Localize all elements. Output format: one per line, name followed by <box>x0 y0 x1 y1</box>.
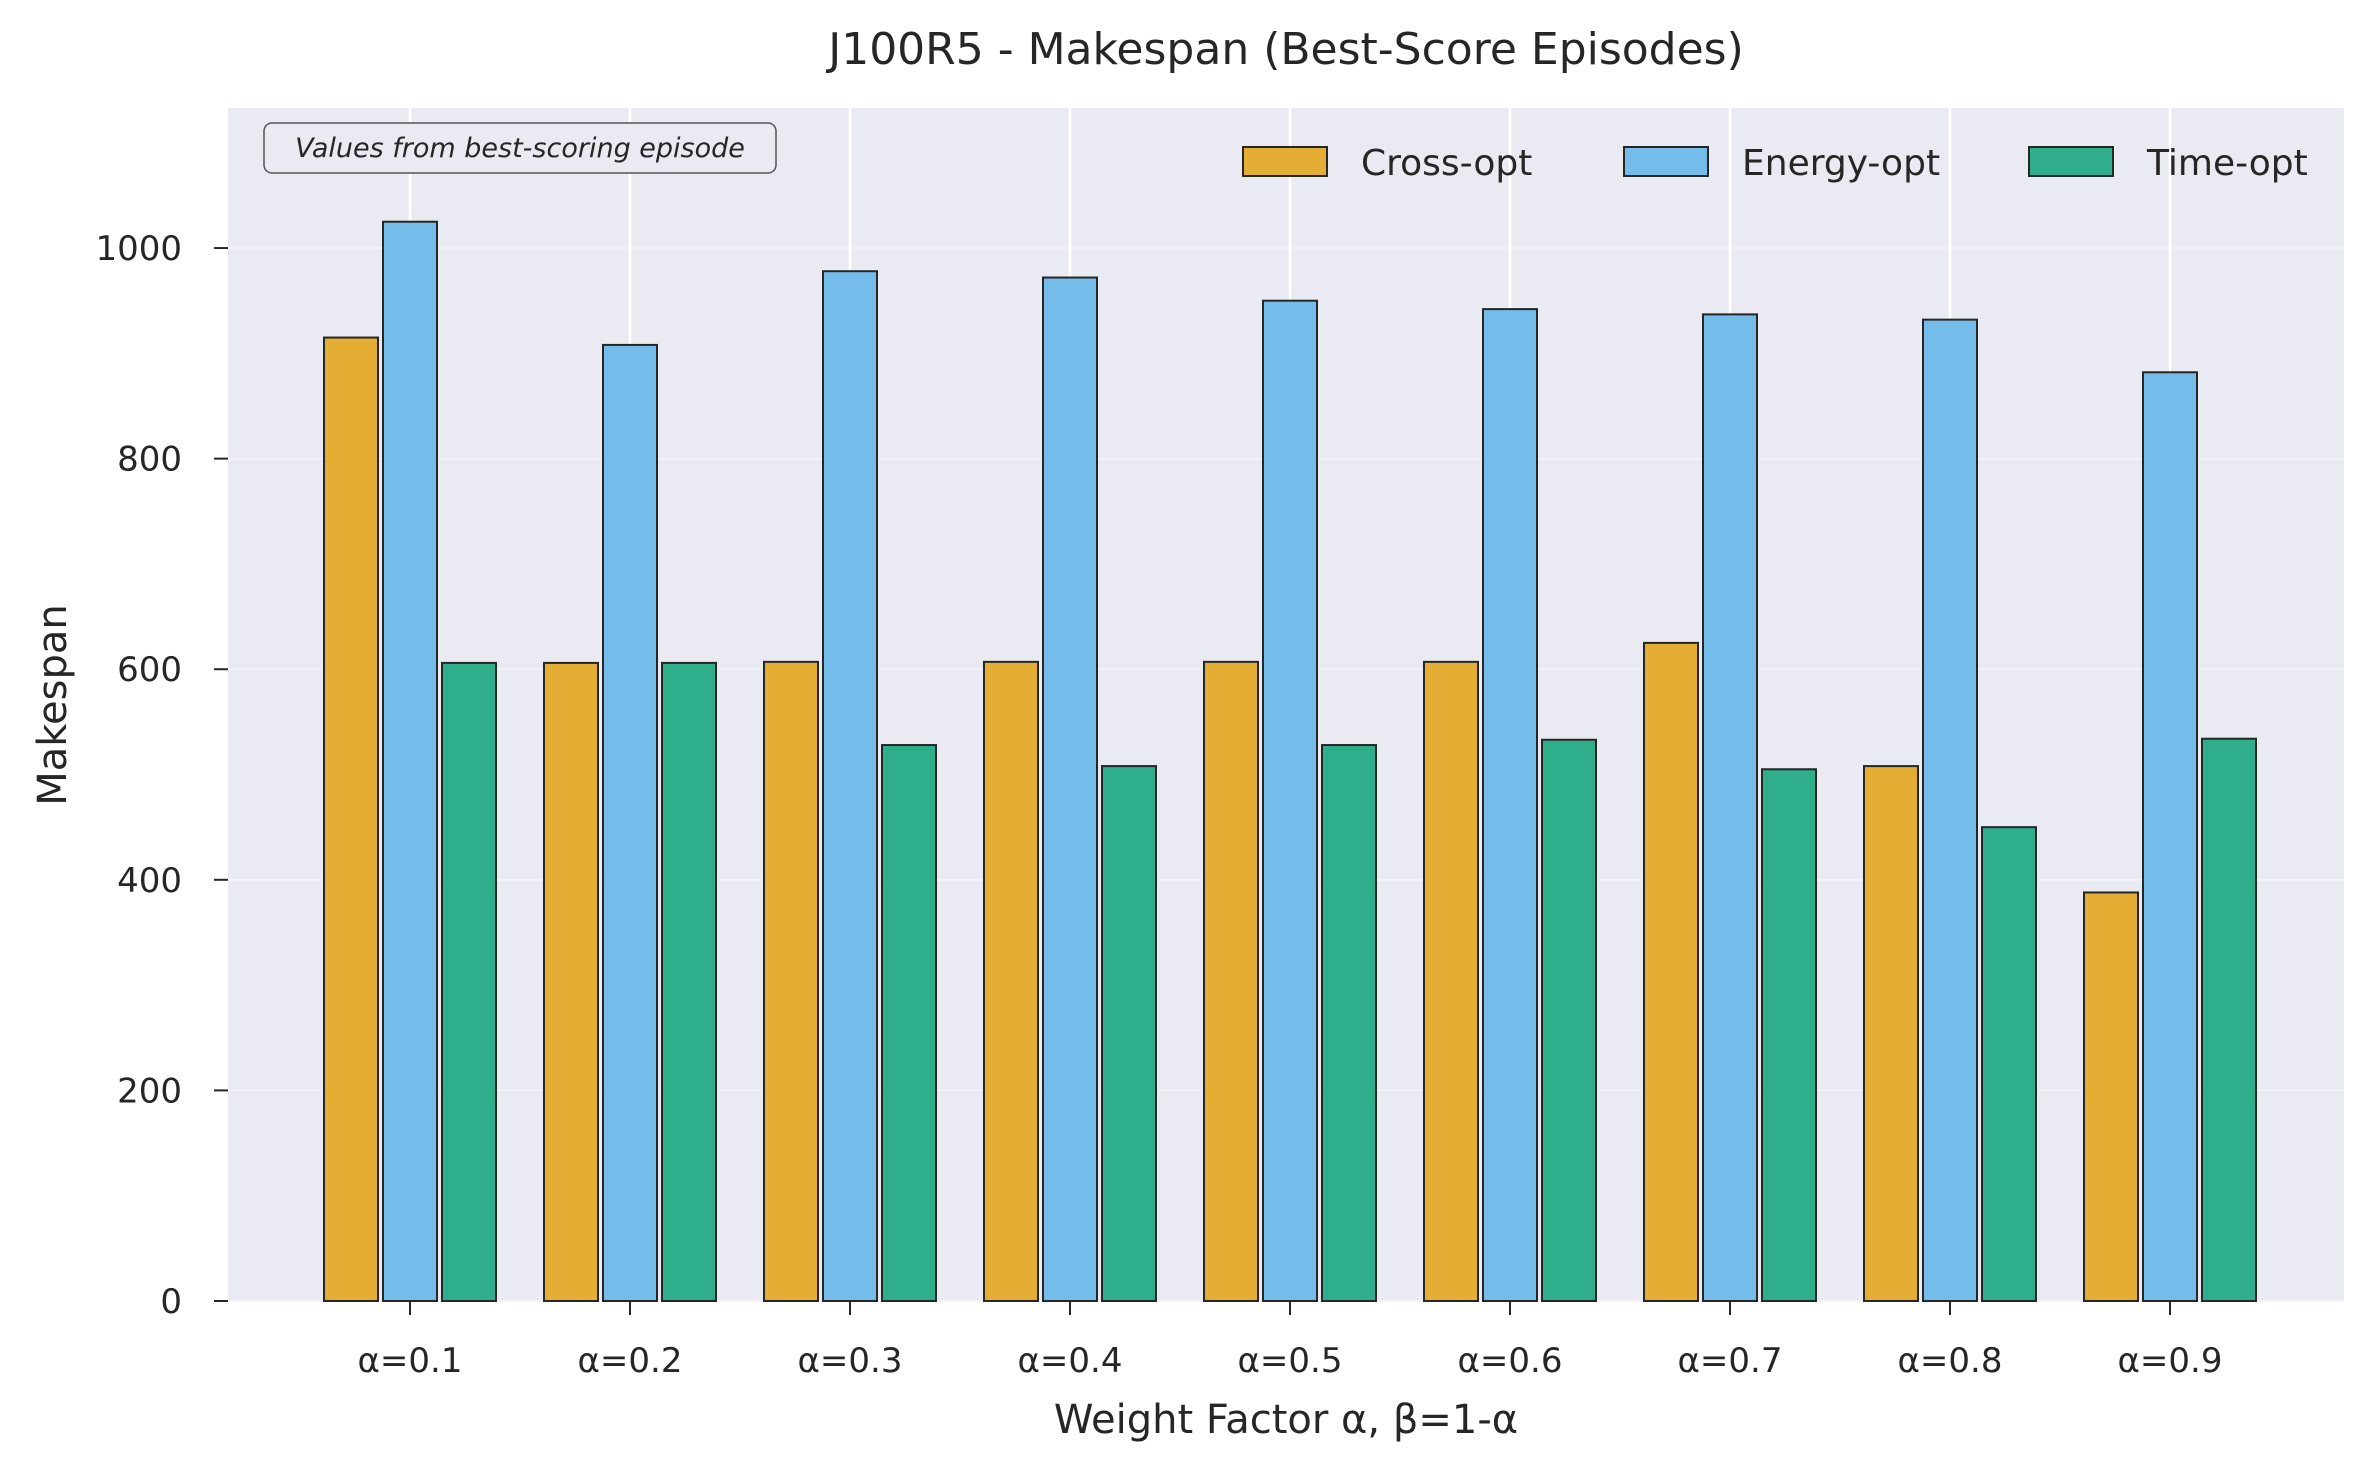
bars-layer <box>323 220 2257 1303</box>
legend-swatch-time-opt <box>2028 146 2114 177</box>
bar-cross-opt-1 <box>323 336 379 1303</box>
bar-time-opt-1 <box>441 661 497 1302</box>
bar-time-opt-3 <box>881 744 937 1302</box>
legend-label-cross-opt: Cross-opt <box>1361 143 1532 184</box>
y-tick-label: 800 <box>117 440 182 480</box>
bar-time-opt-6 <box>1541 738 1597 1302</box>
bar-time-opt-9 <box>2201 737 2257 1302</box>
y-tick-label: 200 <box>117 1071 182 1111</box>
x-tick-label: α=0.6 <box>1458 1341 1563 1381</box>
chart-title: J100R5 - Makespan (Best-Score Episodes) <box>825 24 1744 75</box>
legend-label-energy-opt: Energy-opt <box>1742 143 1940 184</box>
x-tick-label: α=0.2 <box>578 1341 683 1381</box>
bar-cross-opt-2 <box>543 661 599 1302</box>
bar-energy-opt-6 <box>1482 308 1538 1302</box>
bar-cross-opt-5 <box>1203 660 1259 1302</box>
bar-cross-opt-6 <box>1423 660 1479 1302</box>
x-tick-label: α=0.5 <box>1238 1341 1343 1381</box>
y-tick-label: 1000 <box>95 229 182 269</box>
x-tick-label: α=0.1 <box>358 1341 463 1381</box>
bar-energy-opt-7 <box>1702 313 1758 1302</box>
bar-cross-opt-8 <box>1863 765 1919 1302</box>
bar-cross-opt-4 <box>983 660 1039 1302</box>
bar-cross-opt-3 <box>763 660 819 1302</box>
legend-swatch-cross-opt <box>1242 146 1328 177</box>
bar-cross-opt-7 <box>1643 641 1699 1302</box>
y-tick-label: 0 <box>160 1282 182 1322</box>
bar-energy-opt-9 <box>2142 371 2198 1302</box>
bar-energy-opt-4 <box>1042 276 1098 1302</box>
x-tick-label: α=0.3 <box>798 1341 903 1381</box>
bar-time-opt-2 <box>661 661 717 1302</box>
bar-energy-opt-3 <box>822 270 878 1303</box>
x-tick-label: α=0.4 <box>1018 1341 1123 1381</box>
y-tick-label: 600 <box>117 650 182 690</box>
bar-time-opt-7 <box>1761 768 1817 1302</box>
annotation-box: Values from best-scoring episode <box>263 122 777 174</box>
legend-swatch-energy-opt <box>1623 146 1709 177</box>
legend-label-time-opt: Time-opt <box>2146 143 2308 184</box>
annotation-text: Values from best-scoring episode <box>295 133 745 164</box>
x-tick-label: α=0.7 <box>1678 1341 1783 1381</box>
bar-energy-opt-8 <box>1922 318 1978 1303</box>
y-tick-label: 400 <box>117 861 182 901</box>
bar-time-opt-8 <box>1981 826 2037 1302</box>
y-axis-label: Makespan <box>30 604 76 805</box>
x-tick-label: α=0.8 <box>1898 1341 2003 1381</box>
bar-time-opt-4 <box>1101 765 1157 1302</box>
axes-layer: 0 200 400 600 800 1000 α=0.1 α=0.2 α=0.3 α=0.4 α=0… <box>95 229 2222 1381</box>
legend: Cross-opt Energy-opt Time-opt <box>1242 143 2308 184</box>
bar-energy-opt-1 <box>382 220 438 1302</box>
bar-energy-opt-2 <box>602 343 658 1302</box>
x-axis-label: Weight Factor α, β=1-α <box>1054 1397 1518 1443</box>
bar-energy-opt-5 <box>1262 299 1318 1302</box>
bar-cross-opt-9 <box>2083 891 2139 1302</box>
bar-time-opt-5 <box>1321 744 1377 1302</box>
x-tick-label: α=0.9 <box>2118 1341 2223 1381</box>
